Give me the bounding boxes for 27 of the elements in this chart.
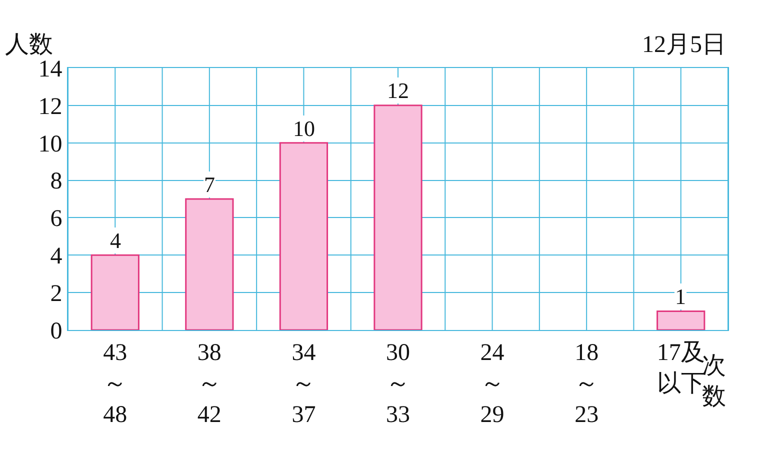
bar	[279, 142, 328, 330]
y-tick-label: 10	[38, 131, 62, 158]
y-tick-label: 14	[38, 56, 62, 82]
bar	[90, 254, 140, 330]
y-tick-label: 4	[50, 244, 62, 270]
x-tick-label: 38 ～ 42	[197, 340, 222, 428]
y-tick-label: 2	[50, 280, 62, 307]
data-label: 7	[204, 172, 215, 197]
x-axis-title: 次数	[702, 353, 726, 410]
x-tick-label: 18 ～ 23	[574, 340, 599, 428]
y-axis-title: 人数	[5, 32, 53, 58]
data-label: 1	[675, 284, 686, 309]
data-label: 12	[387, 78, 409, 103]
x-tick-label: 34 ～ 37	[292, 340, 316, 428]
bar	[185, 198, 234, 330]
x-tick-label: 30 ～ 33	[386, 340, 410, 428]
text: 12月5日	[642, 32, 726, 58]
bar	[656, 310, 706, 330]
data-label: 10	[293, 116, 315, 141]
data-label: 4	[110, 228, 121, 253]
bar	[374, 104, 422, 330]
y-tick-label: 6	[50, 206, 62, 232]
y-tick-label: 8	[50, 168, 62, 195]
y-tick-label: 12	[38, 94, 62, 120]
x-tick-label: 43 ～ 48	[103, 340, 128, 428]
y-tick-label: 0	[50, 318, 62, 344]
x-tick-label: 24 ～ 29	[480, 340, 504, 428]
